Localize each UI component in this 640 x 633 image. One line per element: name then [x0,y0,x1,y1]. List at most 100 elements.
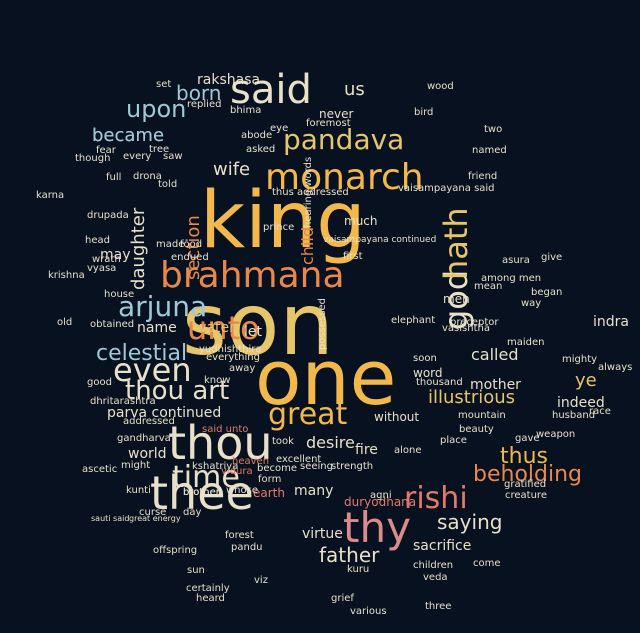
cloud-word: curse [139,507,167,518]
cloud-word: agni [370,490,392,501]
cloud-word: mighty [562,354,598,365]
cloud-word: sauti said [91,514,130,523]
cloud-word: us [344,79,365,100]
cloud-word: unto [187,309,260,347]
cloud-word: though [75,153,111,164]
cloud-word: kshatriya [192,461,239,472]
cloud-word: vidura [221,466,253,477]
cloud-word: place [440,435,467,446]
cloud-word: thus [500,444,548,469]
cloud-word: wife [213,159,251,180]
cloud-word: offspring [153,545,198,556]
cloud-word: saying [437,510,503,534]
cloud-word: grief [331,593,354,604]
cloud-word: vaisampayana continued [323,235,437,245]
cloud-word: dhritarashtra [90,396,156,407]
cloud-word: began [531,287,563,298]
cloud-word: brother [183,487,220,498]
cloud-word: vasishtha [442,323,490,334]
cloud-word: beauty [459,424,494,435]
cloud-word: became [92,125,165,146]
cloud-word: yudhishthira [199,344,262,355]
cloud-word: obtained [90,319,135,330]
cloud-word: first [343,251,363,262]
cloud-word: rishi [404,481,468,516]
cloud-word: soon [413,353,437,364]
cloud-word: two [484,124,503,135]
cloud-word: possessed [317,298,328,350]
cloud-word: whose [226,485,258,496]
cloud-word: hath [437,207,475,280]
cloud-word: heard [196,593,225,604]
cloud-word: house [104,289,135,300]
cloud-word: eye [270,123,289,134]
cloud-word: born [176,81,222,105]
cloud-word: called [471,345,519,364]
cloud-word: replied [187,99,222,110]
cloud-word: prince [263,222,295,233]
cloud-word: men [443,292,470,306]
cloud-word: thee [150,466,254,520]
cloud-word: asked [246,144,276,155]
cloud-word: ascetic [82,464,118,475]
cloud-word: everything [206,352,260,363]
cloud-word: drupada [87,210,129,221]
cloud-word: every [123,151,152,162]
cloud-word: brahmana [160,255,345,296]
cloud-word: come [473,558,501,569]
cloud-word: head [85,235,110,246]
cloud-word: know [204,375,231,386]
cloud-word: food [180,239,203,250]
cloud-word: abode [241,130,273,141]
cloud-word: form [258,474,282,485]
cloud-word: son [182,275,334,375]
cloud-word: addressed [123,416,175,427]
cloud-word: heaven [232,456,270,467]
cloud-word: thousand [416,377,463,388]
cloud-word: foremost [306,118,351,129]
cloud-word: husband [552,410,596,421]
cloud-word: wrath [92,254,121,265]
cloud-word: alone [394,445,422,456]
cloud-word: saw [163,151,183,162]
cloud-word: sun [187,565,205,576]
cloud-word: mean [474,281,503,292]
cloud-word: mountain [458,410,506,421]
cloud-word: endued [171,252,209,263]
cloud-word: upon [126,95,187,123]
cloud-word: said [230,67,312,113]
cloud-word: set [156,79,172,90]
cloud-word: mother [470,377,521,393]
cloud-word: away [229,363,256,374]
cloud-word: thou art [125,376,230,406]
cloud-word: made [156,239,185,250]
cloud-word: water [195,320,235,336]
cloud-word: fear [96,145,116,156]
cloud-word: brother [183,487,220,498]
cloud-word: give [541,252,563,263]
cloud-word: may [100,247,131,263]
cloud-word: earth [253,486,285,500]
cloud-word: named [472,145,507,156]
cloud-word: celestial [96,341,188,366]
cloud-word: maiden [507,337,545,348]
cloud-word: became [92,125,165,146]
cloud-word: kuru [347,564,370,575]
cloud-word: desire [306,433,355,452]
cloud-word: krishna [48,270,85,281]
cloud-word: kunti [126,485,151,496]
cloud-word: gratified [504,479,547,490]
cloud-word: wood [427,81,454,92]
cloud-word: veda [423,572,448,583]
cloud-word: pandava [283,123,405,156]
cloud-word: rakshasa [197,72,261,88]
cloud-word: become [257,463,298,474]
cloud-word: duryodhana [344,495,417,509]
cloud-word: weapon [536,429,576,440]
cloud-word: certainly [186,583,230,594]
cloud-word: let [244,324,262,340]
cloud-word: took [272,436,294,447]
cloud-word: parva continued [107,405,222,421]
cloud-word: drona [133,171,162,182]
